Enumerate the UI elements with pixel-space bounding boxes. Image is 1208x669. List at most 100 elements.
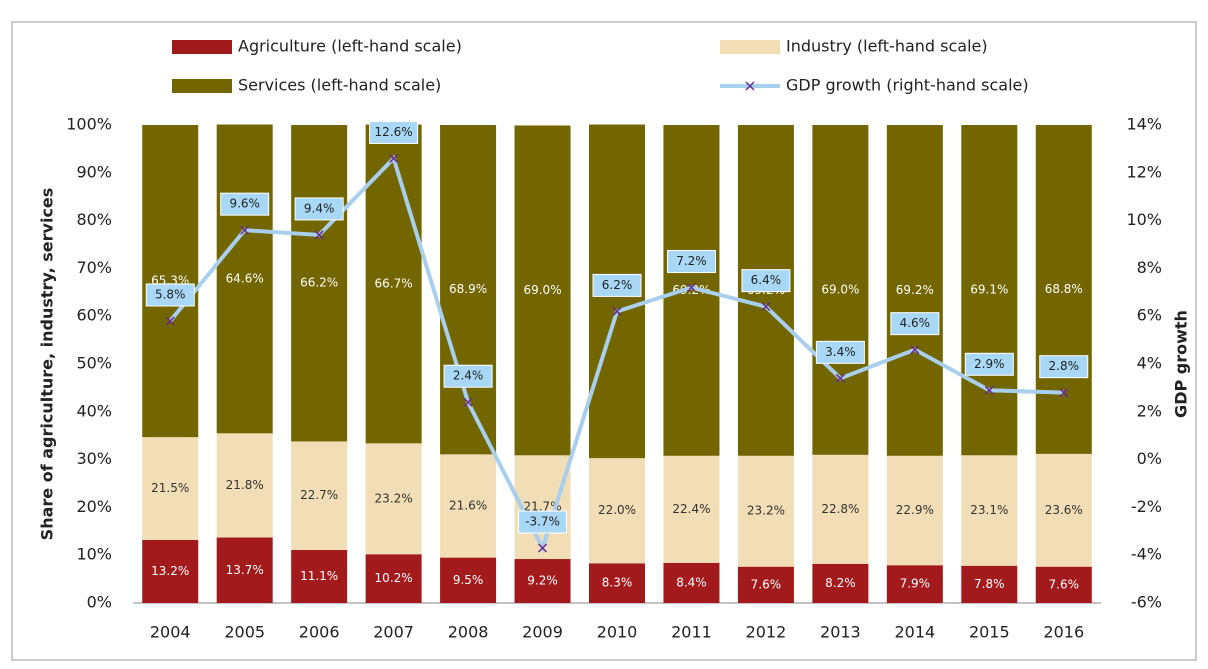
data-label: 7.6% (1049, 577, 1080, 591)
gdp-label: 9.4% (304, 201, 335, 215)
data-label: 68.9% (449, 282, 487, 296)
data-label: 21.7% (523, 500, 561, 514)
data-label: 8.2% (825, 576, 856, 590)
gdp-marker (984, 385, 994, 395)
y-tick-label: 50% (76, 354, 112, 373)
bar-segment (142, 437, 199, 540)
data-label: 7.6% (751, 577, 782, 591)
bar-segment (1035, 125, 1092, 454)
data-label: 22.7% (300, 488, 338, 502)
data-label: 22.8% (821, 502, 859, 516)
data-label: 7.9% (900, 577, 931, 591)
label-box (592, 273, 642, 297)
data-label: 11.1% (300, 569, 338, 583)
y-tick-label: 60% (76, 306, 112, 325)
data-label: 8.3% (602, 576, 633, 590)
x-tick-label: 2005 (224, 623, 265, 642)
y2-tick-label: -4% (1131, 545, 1162, 564)
y2-tick-label: 12% (1126, 162, 1162, 181)
gdp-label: 6.2% (602, 278, 633, 292)
gdp-marker (165, 316, 175, 326)
bar-segment (440, 557, 497, 603)
data-label: 13.7% (226, 563, 264, 577)
data-label: 66.7% (375, 276, 413, 290)
x-tick-label: 2004 (150, 623, 191, 642)
bar-segment (1035, 566, 1092, 603)
bar-segment (589, 563, 645, 603)
legend-label: GDP growth (right-hand scale) (786, 76, 1029, 95)
bar-segment (365, 554, 422, 603)
data-label: 9.5% (453, 573, 484, 587)
x-tick-label: 2013 (820, 623, 861, 642)
bar-segment (291, 549, 348, 603)
gdp-label: 9.6% (229, 197, 260, 211)
y2-tick-label: 14% (1126, 115, 1162, 134)
gdp-marker (538, 543, 548, 553)
y2-tick-label: 8% (1137, 258, 1162, 277)
x-tick-label: 2010 (597, 623, 638, 642)
data-label: 13.2% (151, 564, 189, 578)
gdp-marker (389, 153, 399, 163)
legend-swatch (172, 40, 232, 54)
x-tick-label: 2015 (969, 623, 1010, 642)
gdp-label: 4.6% (900, 316, 931, 330)
x-tick-label: 2009 (522, 623, 563, 642)
bar-segment (812, 563, 869, 603)
x-tick-label: 2008 (448, 623, 489, 642)
bar-segment (514, 559, 571, 603)
x-tick-label: 2006 (299, 623, 340, 642)
data-label: 64.6% (226, 271, 264, 285)
gdp-marker (240, 225, 250, 235)
y2-tick-label: 4% (1137, 354, 1162, 373)
bar-segment (1035, 453, 1092, 567)
bar-segment (216, 124, 273, 434)
data-label: 21.5% (151, 481, 189, 495)
x-tick-label: 2016 (1043, 623, 1084, 642)
label-box (666, 250, 716, 274)
y-tick-label: 20% (76, 497, 112, 516)
bar-segment (886, 125, 943, 456)
label-box (145, 283, 195, 307)
data-label: 22.9% (896, 503, 934, 517)
bar-segment (812, 125, 869, 455)
label-box (294, 197, 344, 221)
bar-segment (737, 455, 794, 567)
chart-frame (11, 21, 1197, 661)
gdp-marker (686, 282, 696, 293)
bar-segment (886, 565, 943, 603)
data-label: 7.8% (974, 577, 1005, 591)
data-label: 21.6% (449, 498, 487, 512)
bar-segment (737, 566, 794, 603)
data-label: 22.0% (598, 503, 636, 517)
x-tick-label: 2007 (373, 623, 414, 642)
data-label: 8.4% (676, 575, 707, 589)
gdp-label: 2.8% (1049, 359, 1080, 373)
x-tick-label: 2014 (894, 623, 935, 642)
label-box (1039, 355, 1089, 379)
bar-segment (663, 562, 720, 603)
y2-tick-label: -6% (1131, 593, 1162, 612)
bar-segment (365, 443, 422, 555)
y-tick-label: 100% (66, 115, 112, 134)
bar-segment (812, 454, 869, 564)
data-label: 69.1% (970, 283, 1008, 297)
bar-segment (216, 537, 273, 603)
legend-marker (745, 81, 755, 91)
data-label: 23.6% (1045, 503, 1083, 517)
label-box (518, 510, 568, 534)
data-label: 69.2% (672, 283, 710, 297)
bar-segment (142, 125, 199, 438)
y2-axis-title: GDP growth (1172, 310, 1191, 418)
y-tick-label: 80% (76, 210, 112, 229)
label-box (369, 120, 419, 144)
bar-segment (142, 539, 199, 603)
data-label: 10.2% (375, 571, 413, 585)
bar-segment (440, 454, 497, 558)
y-tick-label: 40% (76, 401, 112, 420)
bar-segment (663, 455, 720, 563)
label-box (815, 340, 865, 364)
gdp-label: 7.2% (676, 254, 707, 268)
label-box (741, 269, 791, 293)
y2-tick-label: -2% (1131, 497, 1162, 516)
